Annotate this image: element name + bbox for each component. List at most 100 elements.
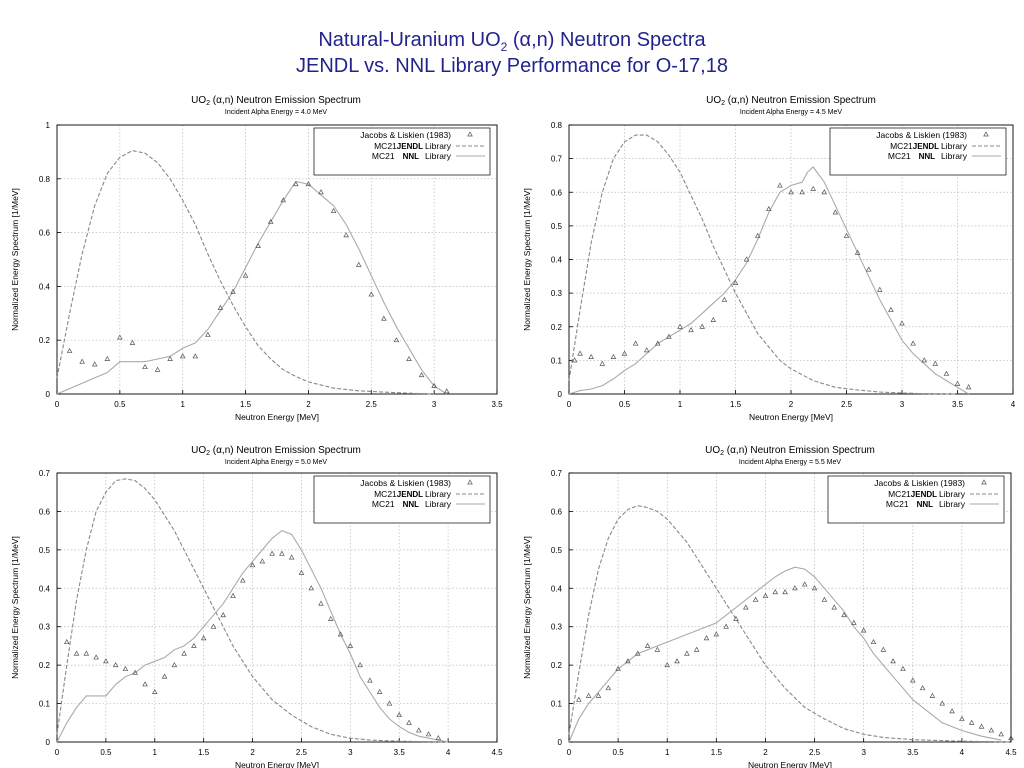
legend-prefix: MC21 xyxy=(888,151,911,161)
data-point-jacobs-liskien xyxy=(710,316,717,322)
data-point-jacobs-liskien xyxy=(330,207,337,214)
legend: Jacobs & Liskien (1983)MC21JENDL LibraryM… xyxy=(313,475,491,524)
data-point-jacobs-liskien xyxy=(267,218,274,224)
data-point-jacobs-liskien xyxy=(666,333,672,339)
data-point-jacobs-liskien xyxy=(249,562,256,568)
legend-label-nnl: MC21 NNL Library xyxy=(886,499,966,509)
legend-prefix: MC21 xyxy=(374,141,397,151)
data-point-jacobs-liskien xyxy=(909,677,916,683)
data-point-jacobs-liskien xyxy=(425,731,432,737)
data-point-jacobs-liskien xyxy=(104,355,111,361)
data-point-jacobs-liskien xyxy=(376,688,383,694)
legend-box xyxy=(827,475,1005,524)
chart-subtitle: Incident Alpha Energy = 4.5 MeV xyxy=(740,109,842,116)
chart-panel-5-0-mev: UO2 (α,n) Neutron Emission SpectrumIncid… xyxy=(10,445,503,768)
data-point-jacobs-liskien xyxy=(79,358,85,364)
data-point-jacobs-liskien xyxy=(752,596,759,602)
y-tick-label: 0.6 xyxy=(39,229,51,238)
data-point-jacobs-liskien xyxy=(393,337,400,343)
data-point-jacobs-liskien xyxy=(968,719,975,725)
data-point-jacobs-liskien xyxy=(674,658,680,664)
slide-title: Natural-Uranium UO2 (α,n) Neutron Spectr… xyxy=(318,29,706,54)
data-point-jacobs-liskien xyxy=(766,205,772,212)
y-axis-label: Normalized Energy Spectrum [1/MeV] xyxy=(522,188,532,331)
data-point-jacobs-liskien xyxy=(615,665,621,671)
chart-title-prefix: UO xyxy=(191,445,206,456)
y-tick-label: 0 xyxy=(558,390,563,399)
y-tick-label: 0 xyxy=(558,738,563,747)
series-line-nnl xyxy=(56,180,447,395)
data-point-jacobs-liskien xyxy=(242,272,249,278)
data-point-jacobs-liskien xyxy=(688,326,694,333)
data-point-jacobs-liskien xyxy=(577,350,583,356)
legend-prefix: MC21 xyxy=(372,151,395,161)
data-point-jacobs-liskien xyxy=(571,357,578,363)
data-point-jacobs-liskien xyxy=(599,360,606,366)
data-point-jacobs-liskien xyxy=(327,615,334,621)
y-tick-label: 0.7 xyxy=(551,155,563,164)
legend-label-jacobs: Jacobs & Liskien (1983) xyxy=(876,130,967,140)
y-tick-label: 0.5 xyxy=(39,546,51,555)
data-point-jacobs-liskien xyxy=(435,735,442,741)
grid xyxy=(57,125,497,394)
data-point-jacobs-liskien xyxy=(386,700,393,706)
y-tick-label: 0.7 xyxy=(551,469,563,478)
data-point-jacobs-liskien xyxy=(723,623,729,629)
y-tick-label: 0 xyxy=(46,390,51,399)
data-point-jacobs-liskien xyxy=(255,242,261,248)
data-point-jacobs-liskien xyxy=(230,592,236,598)
data-point-jacobs-liskien xyxy=(721,296,728,302)
data-point-jacobs-liskien xyxy=(355,261,362,267)
series-line-nnl xyxy=(568,166,969,395)
data-point-jacobs-liskien xyxy=(595,692,602,698)
legend-library-name: NNL xyxy=(403,500,420,509)
y-axis-label: Normalized Energy Spectrum [1/MeV] xyxy=(10,188,20,331)
data-point-jacobs-liskien xyxy=(132,669,139,675)
data-point-jacobs-liskien xyxy=(191,642,197,648)
data-point-jacobs-liskien xyxy=(406,719,412,725)
x-tick-label: 0 xyxy=(55,748,60,757)
y-tick-label: 0.3 xyxy=(551,623,563,632)
legend-library-name: NNL xyxy=(917,500,934,509)
data-point-jacobs-liskien xyxy=(821,596,828,602)
legend-marker-triangle xyxy=(467,479,473,485)
data-point-jacobs-liskien xyxy=(357,662,363,668)
y-tick-label: 0.2 xyxy=(551,661,563,670)
x-tick-label: 1 xyxy=(153,748,158,757)
data-point-jacobs-liskien xyxy=(699,323,705,329)
slide-subtitle: JENDL vs. NNL Library Performance for O-… xyxy=(295,55,728,77)
x-tick-label: 2 xyxy=(789,400,794,409)
data-point-jacobs-liskien xyxy=(91,361,98,367)
data-point-jacobs-liskien xyxy=(655,340,661,346)
legend-label-jendl: MC21JENDL Library xyxy=(888,489,966,499)
x-tick-label: 0.5 xyxy=(619,400,631,409)
x-tick-label: 0 xyxy=(55,400,60,409)
legend-prefix: MC21 xyxy=(890,141,913,151)
data-point-jacobs-liskien xyxy=(713,631,720,637)
data-point-jacobs-liskien xyxy=(888,306,894,312)
legend-label-jendl: MC21JENDL Library xyxy=(374,489,452,499)
data-point-jacobs-liskien xyxy=(93,654,99,660)
legend: Jacobs & Liskien (1983)MC21JENDL LibraryM… xyxy=(313,127,491,176)
legend-library-name: NNL xyxy=(403,152,420,161)
data-point-jacobs-liskien xyxy=(782,589,788,595)
data-point-jacobs-liskien xyxy=(777,182,783,188)
legend-suffix: Library xyxy=(425,141,452,151)
data-point-jacobs-liskien xyxy=(151,688,158,694)
data-point-jacobs-liskien xyxy=(943,370,950,376)
data-point-jacobs-liskien xyxy=(877,286,883,292)
x-tick-label: 4 xyxy=(1011,400,1016,409)
data-point-jacobs-liskien xyxy=(788,189,794,195)
data-point-jacobs-liskien xyxy=(810,185,816,191)
legend-label-jacobs: Jacobs & Liskien (1983) xyxy=(360,478,451,488)
x-tick-label: 3.5 xyxy=(394,748,406,757)
data-point-jacobs-liskien xyxy=(337,631,344,637)
x-tick-label: 4 xyxy=(960,748,965,757)
y-tick-label: 0.2 xyxy=(39,661,51,670)
data-point-jacobs-liskien xyxy=(634,650,641,656)
legend-prefix: MC21 xyxy=(888,489,911,499)
data-point-jacobs-liskien xyxy=(693,646,700,652)
legend-box xyxy=(313,475,491,524)
x-tick-label: 0.5 xyxy=(100,748,112,757)
data-point-jacobs-liskien xyxy=(880,646,887,652)
